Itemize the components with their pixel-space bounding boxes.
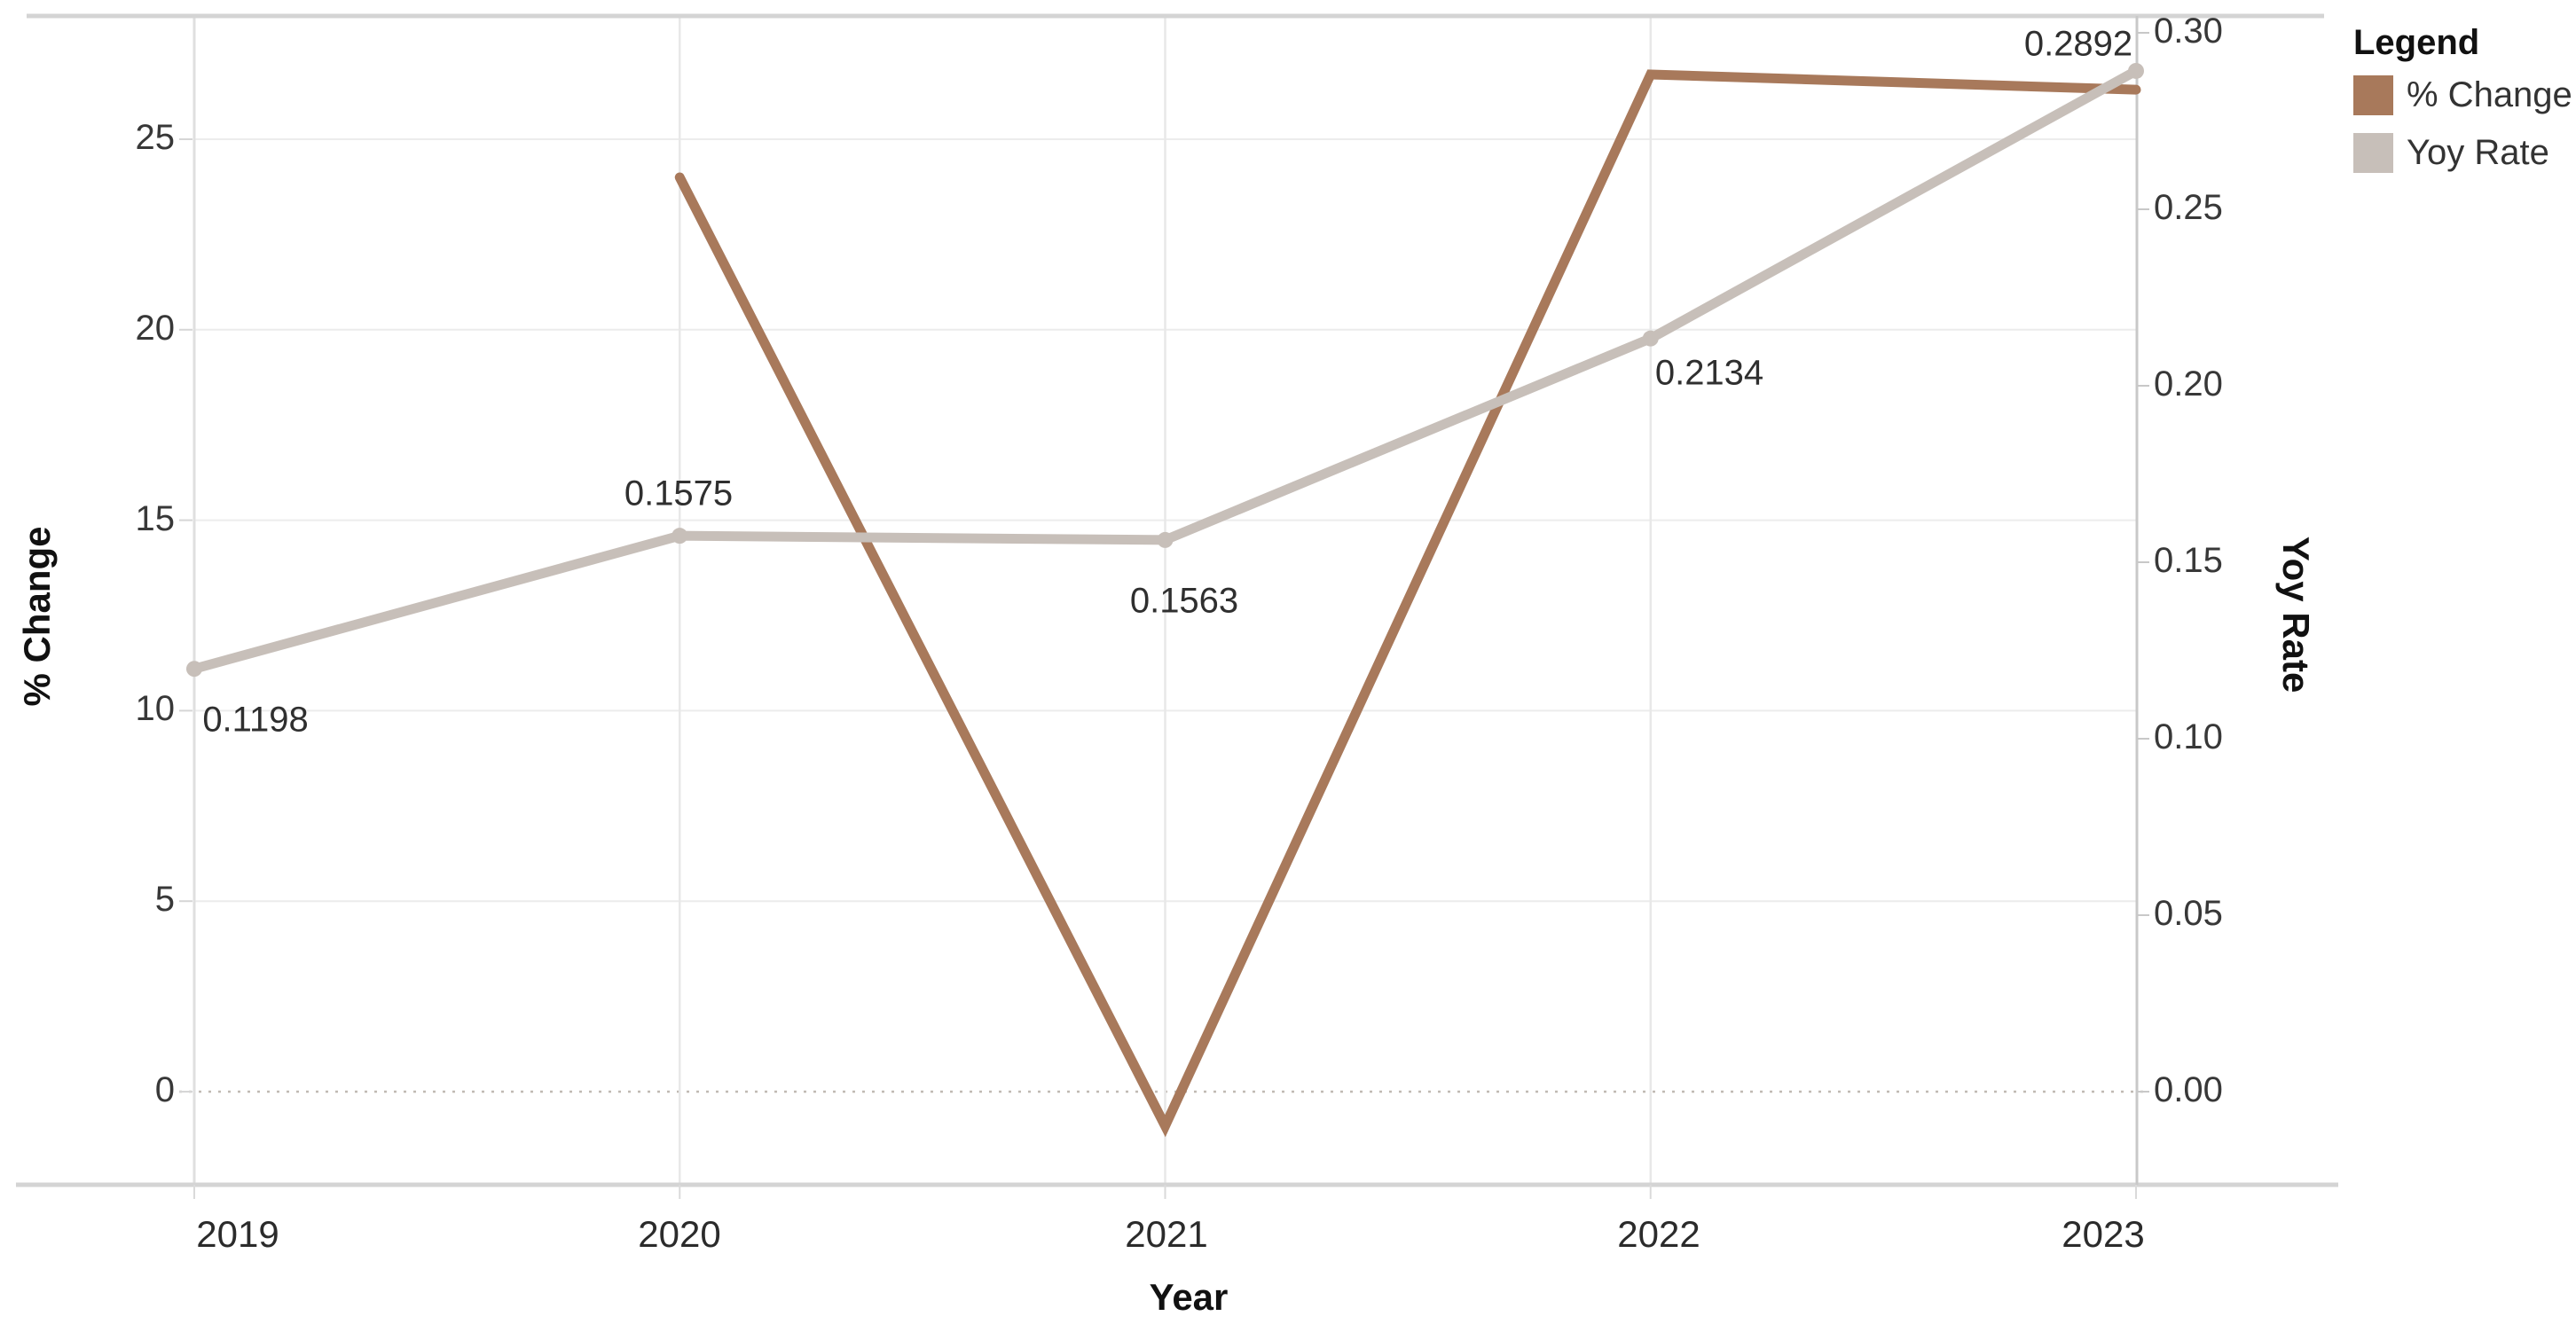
data-point-marker (2128, 62, 2144, 79)
legend-label-yoy-rate: Yoy Rate (2407, 133, 2549, 172)
data-point-marker (1157, 531, 1174, 548)
data-point-marker (1642, 330, 1659, 347)
legend-swatch-yoy-rate (2353, 133, 2393, 173)
legend: Legend % Change Yoy Rate (2353, 23, 2572, 191)
right-axis-title: Yoy Rate (2275, 536, 2317, 693)
data-point-marker (186, 661, 202, 678)
x-axis-title: Year (1149, 1276, 1229, 1318)
series-line--change (674, 69, 2141, 1138)
left-axis-title: % Change (16, 526, 58, 707)
legend-item-pct-change: % Change (2353, 75, 2572, 115)
legend-label-pct-change: % Change (2407, 75, 2572, 114)
legend-title: Legend (2353, 23, 2480, 62)
legend-item-yoy-rate: Yoy Rate (2353, 133, 2572, 173)
legend-swatch-pct-change (2353, 75, 2393, 115)
data-point-marker (671, 528, 688, 544)
